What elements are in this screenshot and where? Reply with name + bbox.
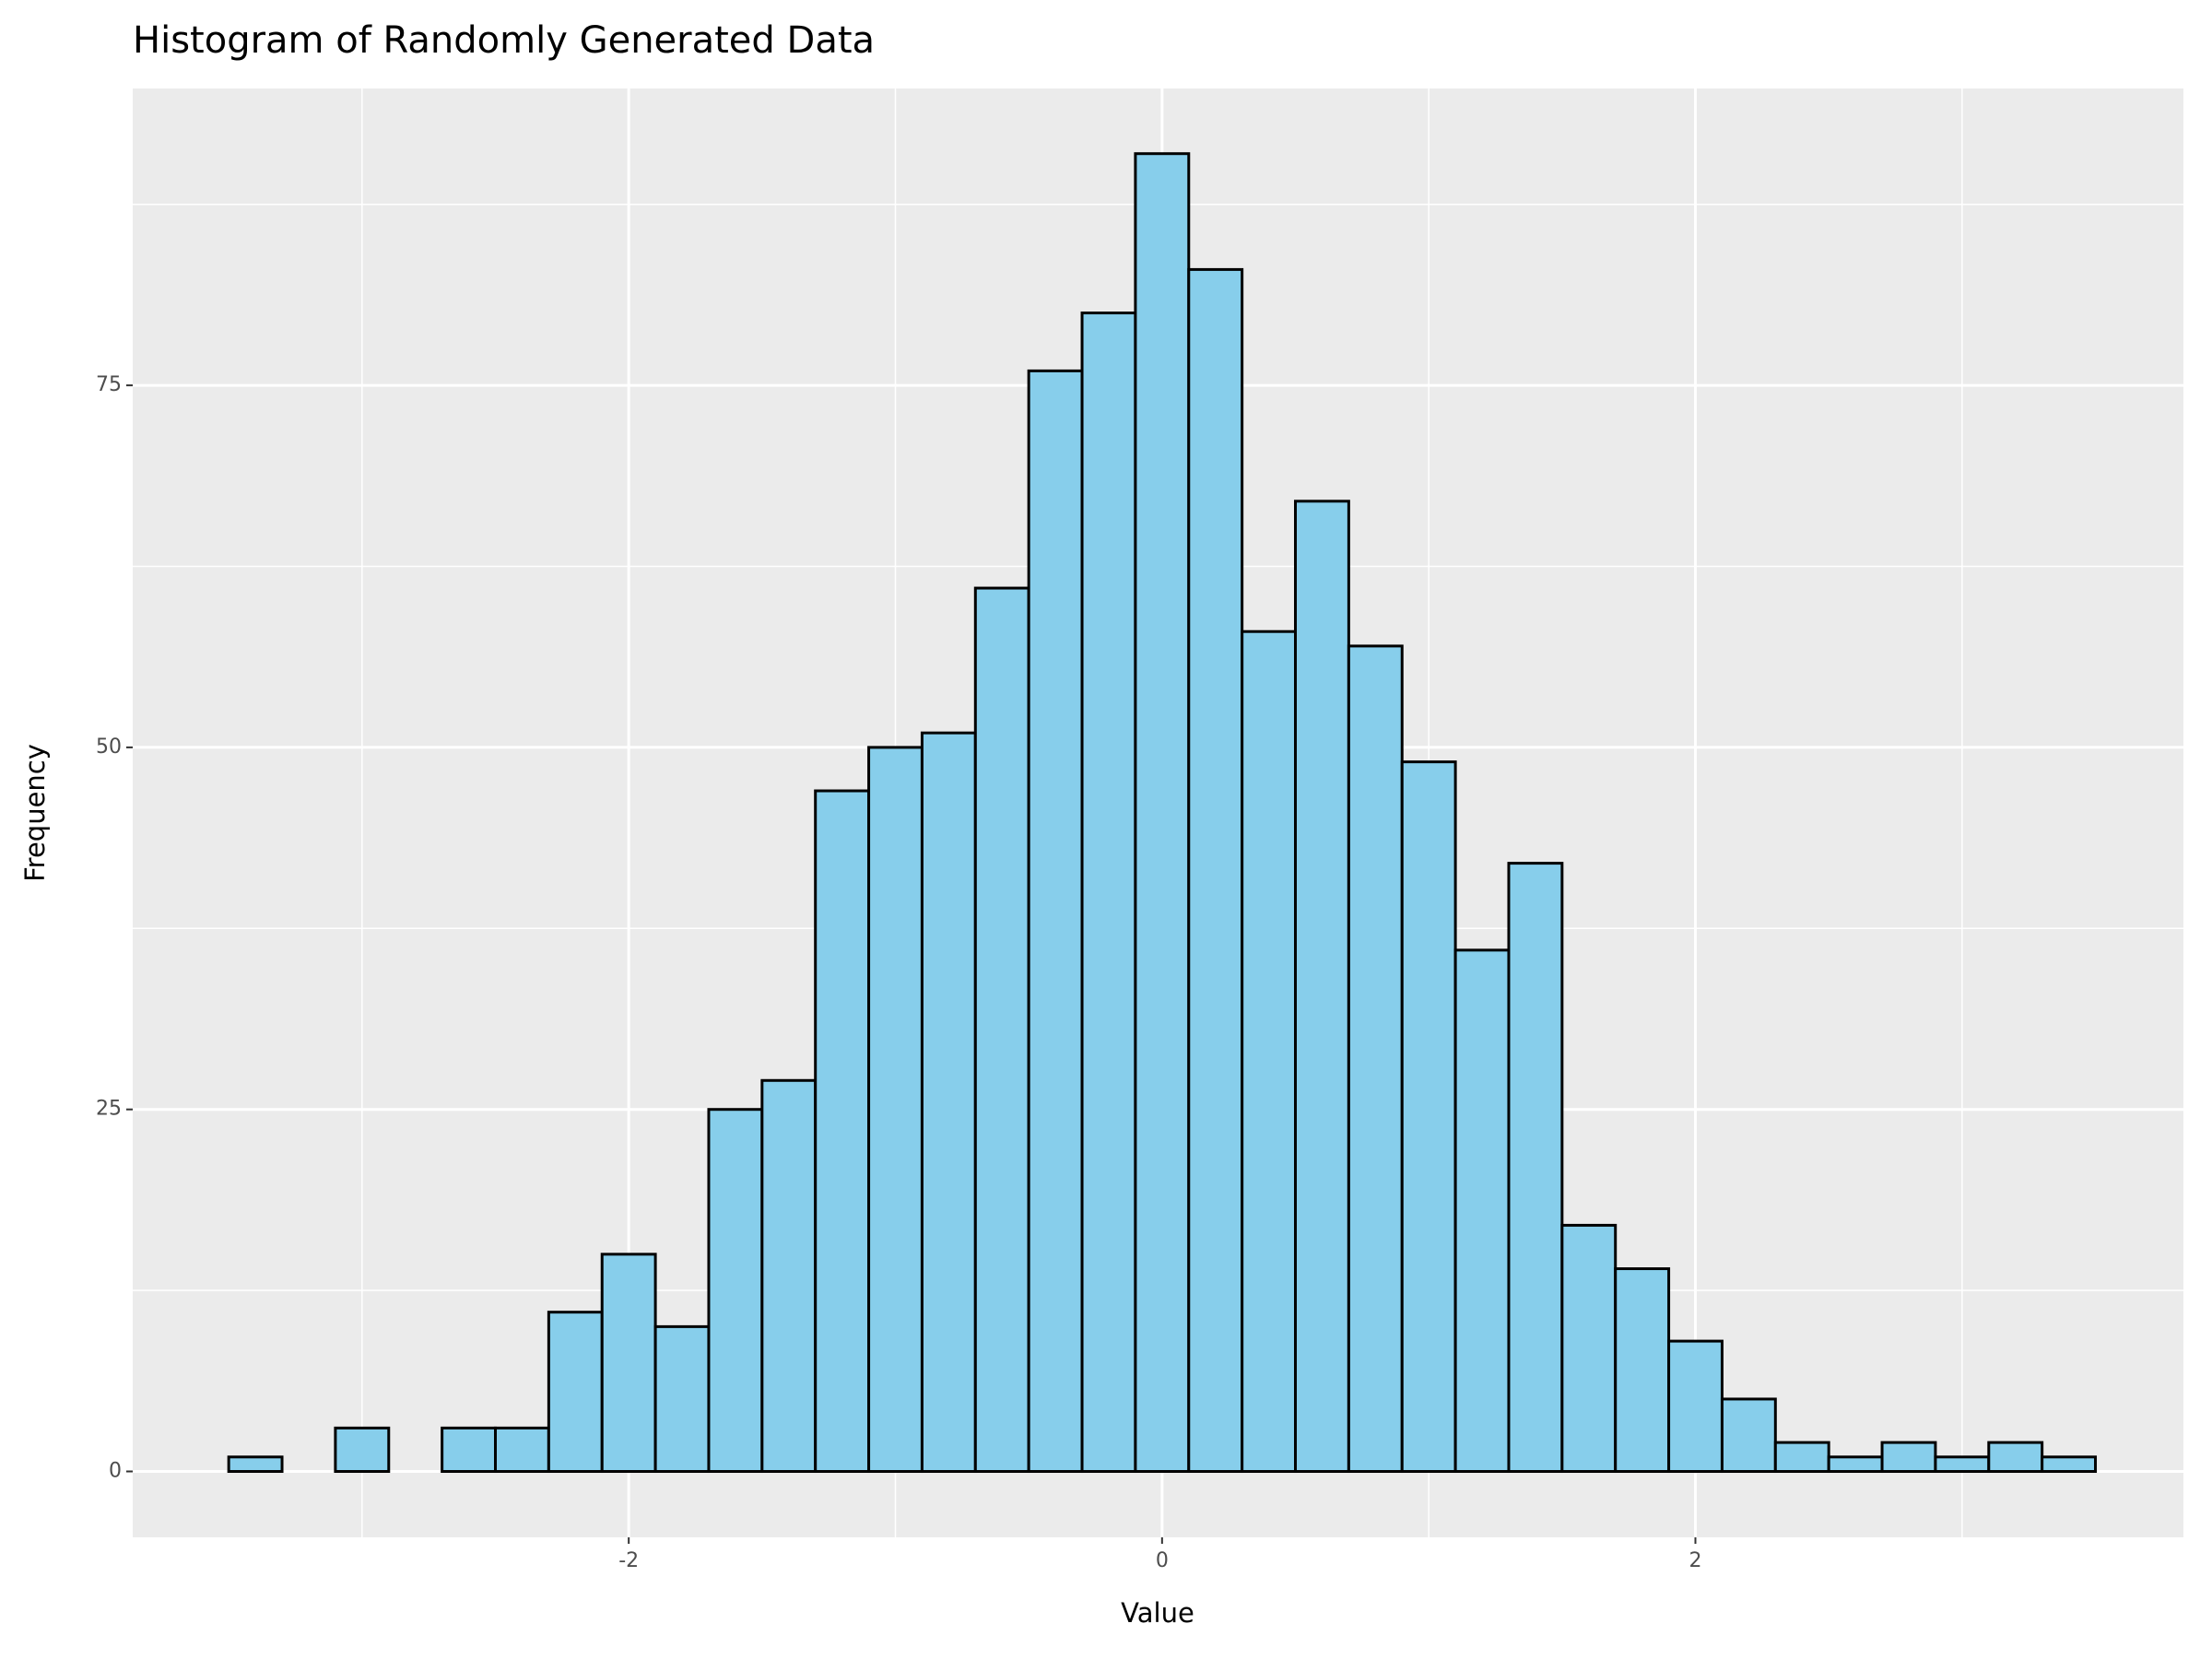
bar <box>1880 1441 1937 1474</box>
bar <box>707 1108 764 1474</box>
bar <box>1241 629 1298 1474</box>
y-tick-label: 75 <box>96 373 122 396</box>
bar <box>760 1078 818 1474</box>
bar <box>547 1311 604 1474</box>
bar <box>1080 312 1137 1474</box>
bar <box>1134 152 1191 1474</box>
bar <box>1400 760 1457 1474</box>
bar <box>600 1253 657 1474</box>
y-tick-label: 25 <box>96 1098 122 1121</box>
bar <box>814 789 871 1474</box>
bar <box>1720 1397 1777 1474</box>
bar <box>1347 644 1404 1474</box>
bars <box>227 152 2098 1474</box>
bar <box>2041 1455 2098 1474</box>
bar <box>920 731 977 1474</box>
bar <box>493 1426 550 1474</box>
bar <box>1827 1455 1884 1474</box>
bar <box>1667 1339 1724 1474</box>
y-tick-label: 0 <box>109 1460 122 1483</box>
bar <box>1507 862 1564 1474</box>
bar <box>1294 500 1350 1474</box>
bar <box>1614 1267 1671 1474</box>
bar <box>867 746 924 1474</box>
y-tick-label: 50 <box>96 735 122 759</box>
x-tick-label: -2 <box>618 1549 639 1572</box>
bar <box>1027 369 1084 1474</box>
bar <box>1987 1441 2044 1474</box>
x-tick-label: 0 <box>1156 1549 1169 1572</box>
x-axis-title: Value <box>1121 1597 1194 1629</box>
bar <box>973 586 1030 1474</box>
bar <box>1187 267 1244 1474</box>
bar <box>1453 948 1511 1474</box>
bar <box>441 1426 497 1474</box>
bar <box>227 1455 284 1474</box>
x-tick-label: 2 <box>1689 1549 1702 1572</box>
axes: -2 0 2 0 25 50 75 <box>96 373 1702 1572</box>
y-axis-title: Frequency <box>19 744 51 882</box>
bar <box>653 1324 711 1474</box>
bar <box>1560 1223 1618 1474</box>
bar <box>1773 1441 1830 1474</box>
chart-title: Histogram of Randomly Generated Data <box>133 19 875 62</box>
bar <box>334 1426 391 1474</box>
bar <box>1934 1455 1991 1474</box>
